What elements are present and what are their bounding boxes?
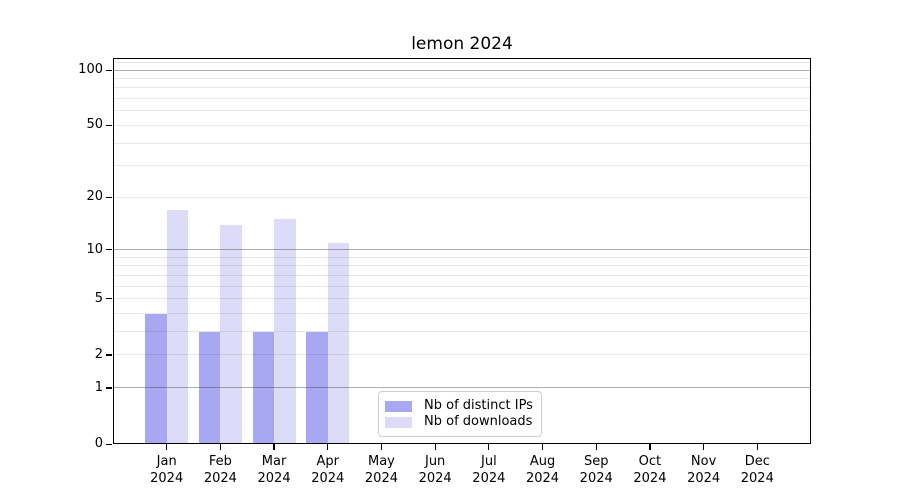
x-tick-label-sep: Sep 2024 — [579, 454, 613, 486]
x-tick-label-aug: Aug 2024 — [525, 454, 560, 486]
legend: Nb of distinct IPs Nb of downloads — [378, 391, 542, 437]
y-gridline-8 — [113, 265, 811, 267]
y-gridline-2 — [113, 354, 811, 356]
bar-nb-of-distinct-ips-jan — [145, 313, 167, 444]
x-tick-label-mar: Mar 2024 — [257, 454, 291, 486]
bars-layer — [113, 58, 811, 444]
legend-swatch-distinct-ips — [385, 400, 412, 412]
x-tick-mark — [541, 444, 544, 450]
legend-swatch-downloads — [385, 416, 412, 428]
x-tick-mark — [488, 444, 490, 450]
x-tick-mark — [703, 444, 705, 450]
y-gridline-60 — [113, 110, 811, 112]
y-tick-label: 0 — [94, 436, 103, 451]
y-tick-mark — [106, 69, 112, 71]
x-tick-mark — [380, 444, 383, 450]
x-tick-label-jun: Jun 2024 — [418, 454, 452, 486]
x-tick-label-apr: Apr 2024 — [311, 454, 345, 486]
y-gridline-4 — [113, 313, 811, 315]
chart-title: lemon 2024 — [411, 34, 513, 54]
plot-area: 0 1 2 5 10 20 50 100 Jan 2024 Feb 2024 Mar 2024 Apr… — [78, 58, 811, 486]
y-tick-label: 10 — [86, 241, 103, 257]
y-tick-label: 5 — [94, 290, 103, 306]
y-tick-label: 20 — [86, 189, 103, 205]
y-gridline-100 — [113, 69, 811, 71]
y-tick-mark — [106, 298, 112, 300]
x-tick-label-jan: Jan 2024 — [150, 454, 184, 486]
y-gridline-1 — [113, 387, 811, 389]
y-gridline-40 — [113, 142, 811, 144]
y-tick-mark — [106, 124, 112, 127]
y-gridline-50 — [113, 124, 811, 126]
grid-layer — [113, 58, 811, 444]
bar-nb-of-distinct-ips-feb — [198, 331, 221, 444]
bar-nb-of-downloads-feb — [220, 224, 242, 444]
x-tick-label-may: May 2024 — [364, 454, 398, 486]
x-tick-mark — [219, 444, 221, 450]
x-tick-label-nov: Nov 2024 — [687, 454, 721, 486]
y-tick-mark — [106, 196, 112, 198]
legend-item-distinct-ips: Nb of distinct IPs — [385, 398, 541, 414]
x-tick-mark — [166, 444, 168, 450]
y-tick-mark — [106, 354, 112, 356]
bar-nb-of-downloads-jan — [166, 209, 189, 444]
x-tick-mark — [595, 444, 597, 450]
y-gridline-5 — [113, 298, 811, 300]
x-tick-mark — [327, 444, 329, 450]
y-tick-mark — [106, 387, 112, 389]
x-tick-mark — [273, 444, 275, 450]
axes-frame — [113, 58, 811, 444]
y-gridline-110 — [113, 61, 811, 63]
y-gridline-80 — [113, 87, 811, 89]
y-gridline-10 — [113, 249, 811, 251]
y-tick-label: 1 — [94, 379, 103, 395]
x-tick-mark — [434, 444, 436, 450]
x-tick-label-oct: Oct 2024 — [633, 454, 667, 486]
y-gridline-3 — [113, 331, 811, 333]
y-gridline-30 — [113, 165, 811, 167]
y-tick-label: 50 — [86, 117, 103, 133]
bar-nb-of-distinct-ips-mar — [252, 331, 275, 444]
x-tick-label-feb: Feb 2024 — [203, 454, 237, 486]
legend-label: Nb of distinct IPs — [424, 398, 533, 413]
y-tick-label: 2 — [94, 346, 103, 362]
bar-nb-of-distinct-ips-apr — [306, 331, 328, 444]
x-tick-label-dec: Dec 2024 — [740, 454, 774, 486]
y-tick-mark — [106, 249, 112, 251]
x-tick-label-jul: Jul 2024 — [472, 454, 506, 486]
y-gridline-6 — [113, 285, 811, 287]
bar-nb-of-downloads-apr — [327, 242, 350, 444]
y-gridline-7 — [113, 274, 811, 276]
x-tick-mark — [649, 444, 651, 450]
y-gridline-20 — [113, 196, 811, 198]
x-tick-mark — [756, 444, 758, 450]
y-tick-label: 100 — [78, 62, 103, 77]
y-tick-mark — [106, 443, 112, 445]
ticks-layer: 0 1 2 5 10 20 50 100 Jan 2024 Feb 2024 Mar 2024 Apr… — [78, 58, 811, 486]
bar-nb-of-downloads-mar — [274, 219, 296, 444]
legend-label: Nb of downloads — [424, 414, 533, 429]
y-gridline-70 — [113, 98, 811, 100]
y-gridline-9 — [113, 256, 811, 258]
legend-item-downloads: Nb of downloads — [385, 414, 541, 430]
y-gridline-90 — [113, 77, 811, 79]
